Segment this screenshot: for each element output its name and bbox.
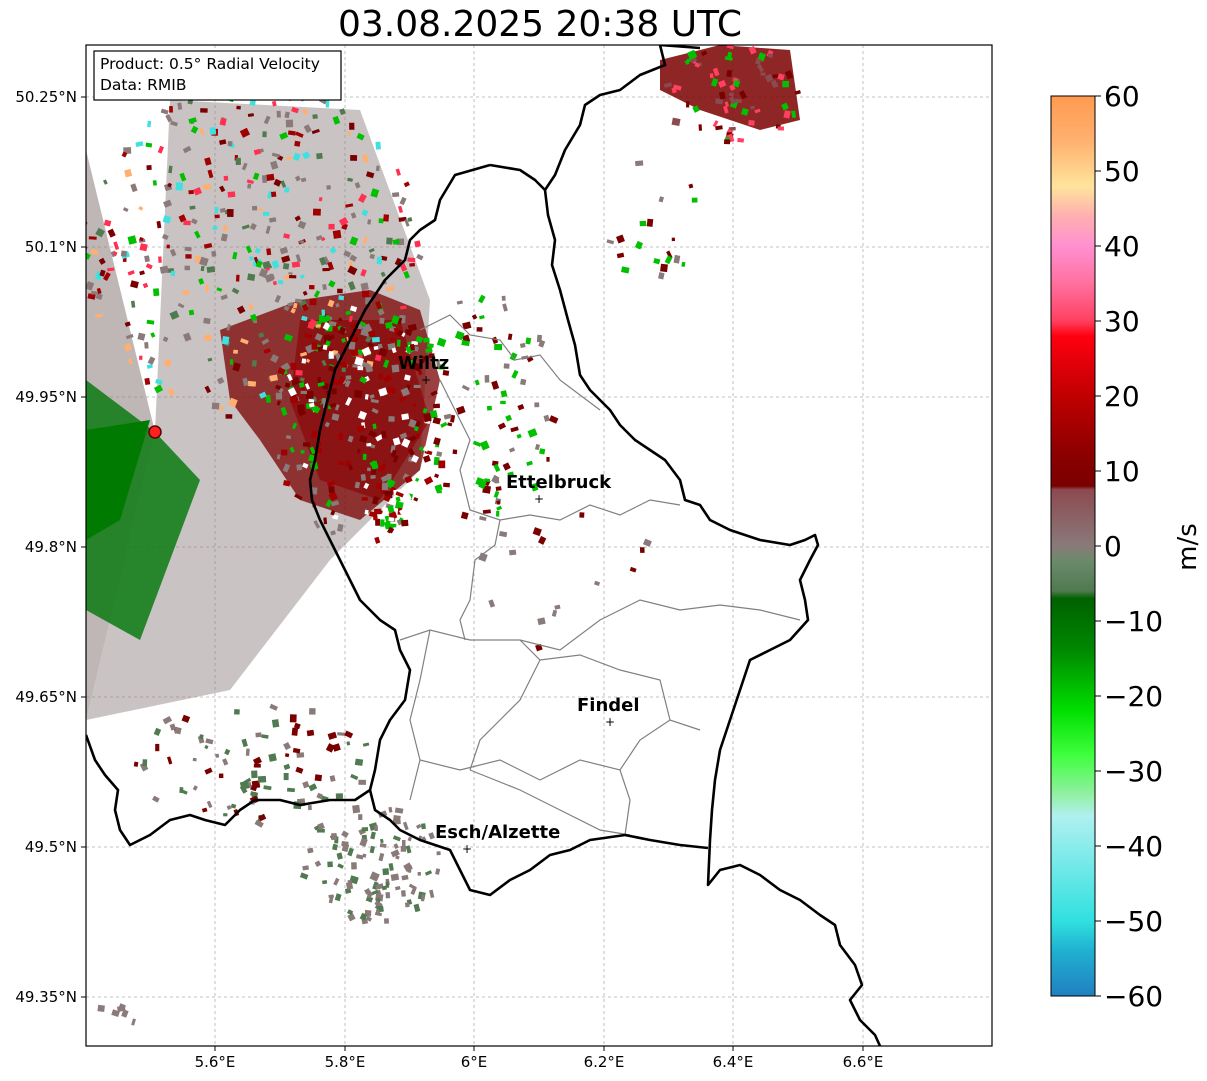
city-marker-findel: + <box>605 715 615 729</box>
lon-tick-label: 6°E <box>461 1053 488 1071</box>
info-product: Product: 0.5° Radial Velocity <box>100 55 320 73</box>
lon-tick-label: 5.6°E <box>195 1053 236 1071</box>
lat-tick-label: 50.1°N <box>25 238 77 256</box>
lat-tick-label: 50.25°N <box>15 88 77 106</box>
city-label-ettelbruck: Ettelbruck <box>506 472 612 493</box>
colorbar-tick-label: 30 <box>1104 305 1140 338</box>
city-marker-esch-alzette: + <box>462 842 472 856</box>
longitude-axis: 5.6°E 5.8°E 6°E 6.2°E 6.4°E 6.6°E <box>195 1046 884 1071</box>
colorbar-tick-label: 10 <box>1104 455 1140 488</box>
city-findel[interactable]: Findel + <box>577 695 640 729</box>
city-label-findel: Findel <box>577 695 640 716</box>
colorbar-tick-label: 50 <box>1104 155 1140 188</box>
city-marker-ettelbruck: + <box>534 492 544 506</box>
colorbar: 60 50 40 30 20 10 0 −10 −20 −30 −40 −50 −60 m/s <box>1050 80 1203 1013</box>
map-title: 03.08.2025 20:38 UTC <box>337 4 743 45</box>
colorbar-gradient <box>1050 95 1096 997</box>
colorbar-tick-label: −50 <box>1104 905 1163 938</box>
city-label-esch-alzette: Esch/Alzette <box>435 822 560 843</box>
lon-tick-label: 5.8°E <box>325 1053 366 1071</box>
map-area[interactable] <box>86 45 992 1046</box>
latitude-axis: 50.25°N 50.1°N 49.95°N 49.8°N 49.65°N 49.5°N 4… <box>15 88 86 1006</box>
city-ettelbruck[interactable]: Ettelbruck + <box>506 472 612 506</box>
lon-tick-label: 6.4°E <box>713 1053 754 1071</box>
lat-tick-label: 49.8°N <box>25 538 77 556</box>
district-borders <box>399 314 801 836</box>
info-source: Data: RMIB <box>100 76 187 94</box>
city-label-wiltz: Wiltz <box>398 353 449 374</box>
map-frame <box>85 44 993 1047</box>
city-labels: Wiltz + Ettelbruck + Findel + Esch/Alzet… <box>398 353 640 856</box>
radar-site-marker[interactable] <box>148 425 162 439</box>
colorbar-ticks: 60 50 40 30 20 10 0 −10 −20 −30 −40 −50 −60 <box>1095 80 1163 1013</box>
colorbar-tick-label: 40 <box>1104 230 1140 263</box>
colorbar-unit-label: m/s <box>1173 523 1203 571</box>
lat-tick-label: 49.95°N <box>15 388 77 406</box>
lon-tick-label: 6.6°E <box>843 1053 884 1071</box>
lon-tick-label: 6.2°E <box>584 1053 625 1071</box>
info-box: Product: 0.5° Radial Velocity Data: RMIB <box>93 50 342 101</box>
colorbar-tick-label: −10 <box>1104 605 1163 638</box>
colorbar-tick-label: −40 <box>1104 830 1163 863</box>
lat-tick-label: 49.35°N <box>15 988 77 1006</box>
lat-tick-label: 49.5°N <box>25 838 77 856</box>
colorbar-tick-label: −30 <box>1104 755 1163 788</box>
radar-echoes <box>86 45 801 1026</box>
colorbar-tick-label: 60 <box>1104 80 1140 113</box>
city-marker-wiltz: + <box>421 373 431 387</box>
city-wiltz[interactable]: Wiltz + <box>398 353 449 387</box>
colorbar-tick-label: −20 <box>1104 680 1163 713</box>
city-esch-alzette[interactable]: Esch/Alzette + <box>435 822 560 856</box>
colorbar-tick-label: −60 <box>1104 980 1163 1013</box>
colorbar-tick-label: 0 <box>1104 530 1122 563</box>
colorbar-tick-label: 20 <box>1104 380 1140 413</box>
lat-tick-label: 49.65°N <box>15 688 77 706</box>
